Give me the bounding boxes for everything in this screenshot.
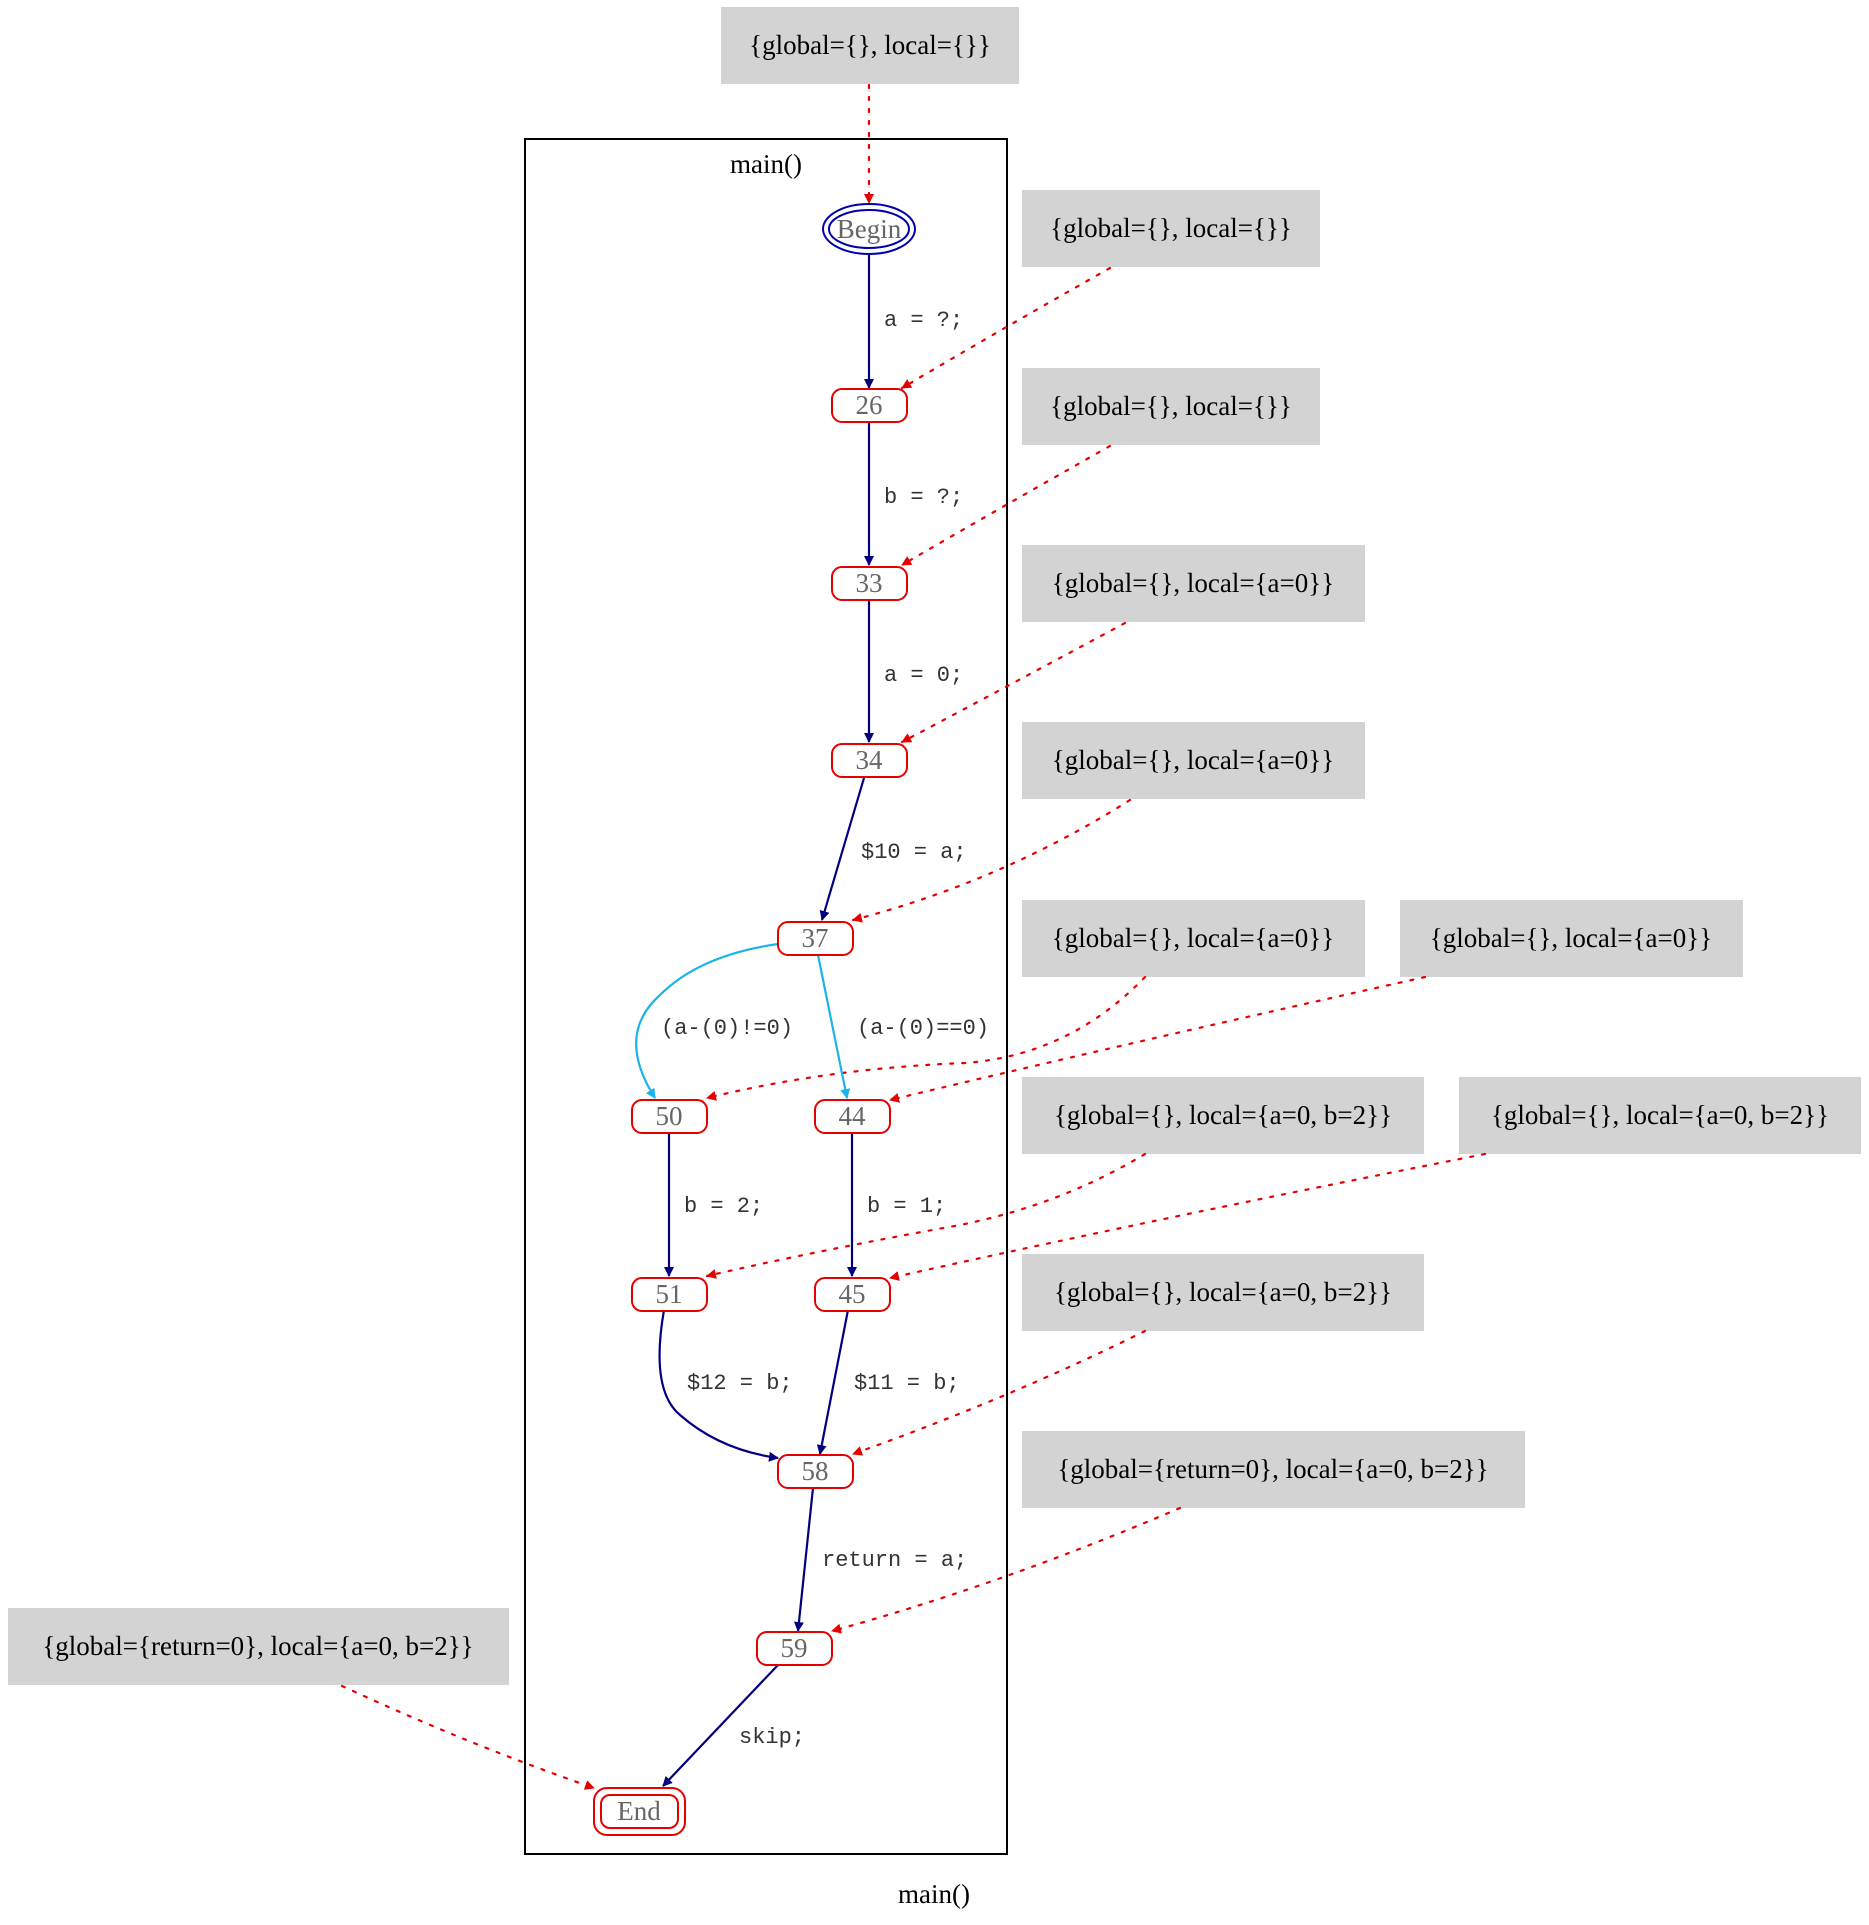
node-45: 45 [814,1277,891,1312]
node-58-label: 58 [802,1456,829,1486]
state-50: {global={}, local={a=0}} [1022,900,1365,977]
state-45: {global={}, local={a=0, b=2}} [1459,1077,1861,1154]
node-begin-label: Begin [837,214,902,244]
node-58: 58 [777,1454,854,1489]
state-44-label: {global={}, local={a=0}} [1430,923,1712,953]
state-link-37 [851,798,1132,923]
state-59-label: {global={return=0}, local={a=0, b=2}} [1057,1454,1488,1484]
edge-label-58-59: return = a; [822,1548,967,1573]
edge-51-58 [658,1309,779,1462]
node-51-label: 51 [656,1279,683,1309]
state-link-58 [851,1329,1147,1456]
node-44: 44 [814,1099,891,1134]
edge-59-end [662,1664,779,1787]
edge-58-59 [793,1487,815,1632]
state-end-label: {global={return=0}, local={a=0, b=2}} [42,1631,473,1661]
node-begin: Begin [822,203,916,255]
state-link-33 [900,444,1112,567]
edge-label-37-44: (a-(0)==0) [857,1016,989,1041]
node-37: 37 [777,921,854,956]
node-45-label: 45 [839,1279,866,1309]
node-50-label: 50 [656,1101,683,1131]
edge-label-45-58: $11 = b; [854,1371,960,1396]
edge-label-51-58: $12 = b; [687,1371,793,1396]
edge-label-34-37: $10 = a; [861,840,967,865]
state-26-label: {global={}, local={}} [1050,213,1292,243]
edge-34-37 [819,777,866,921]
state-34-label: {global={}, local={a=0}} [1052,568,1334,598]
state-34: {global={}, local={a=0}} [1022,545,1365,622]
state-link-26 [900,266,1112,390]
state-51-label: {global={}, local={a=0, b=2}} [1054,1100,1392,1130]
state-link-50 [705,975,1147,1101]
cluster-label: main() [730,149,802,179]
state-58: {global={}, local={a=0, b=2}} [1022,1254,1424,1331]
node-50: 50 [631,1099,708,1134]
node-33: 33 [831,566,908,601]
node-59: 59 [756,1631,833,1666]
state-link-end [340,1684,596,1790]
node-34-label: 34 [856,745,884,775]
edge-label-44-45: b = 1; [867,1194,946,1219]
edge-label-59-end: skip; [739,1725,805,1750]
state-33: {global={}, local={}} [1022,368,1320,445]
state-50-label: {global={}, local={a=0}} [1052,923,1334,953]
node-59-label: 59 [781,1633,808,1663]
edge-37-44 [816,954,851,1099]
state-link-51 [705,1152,1147,1279]
state-end: {global={return=0}, local={a=0, b=2}} [8,1608,509,1685]
state-link-44 [888,975,1427,1103]
state-link-59 [830,1506,1182,1634]
node-51: 51 [631,1277,708,1312]
state-45-label: {global={}, local={a=0, b=2}} [1491,1100,1829,1130]
node-33-label: 33 [856,568,883,598]
edge-45-58 [816,1309,850,1455]
node-26: 26 [831,388,908,423]
state-link-45 [888,1152,1487,1281]
graph-title: main() [898,1879,970,1909]
state-51: {global={}, local={a=0, b=2}} [1022,1077,1424,1154]
node-34: 34 [831,743,908,778]
edge-label-26-33: b = ?; [884,485,963,510]
state-59: {global={return=0}, local={a=0, b=2}} [1022,1431,1525,1508]
state-58-label: {global={}, local={a=0, b=2}} [1054,1277,1392,1307]
state-44: {global={}, local={a=0}} [1400,900,1743,977]
edge-label-50-51: b = 2; [684,1194,763,1219]
cluster-main [524,138,1008,1855]
state-37-label: {global={}, local={a=0}} [1052,745,1334,775]
state-37: {global={}, local={a=0}} [1022,722,1365,799]
edge-label-37-50: (a-(0)!=0) [661,1016,793,1041]
state-begin-label: {global={}, local={}} [749,30,991,60]
edge-label-33-34: a = 0; [884,663,963,688]
edge-label-begin-26: a = ?; [884,308,963,333]
edge-37-50 [635,942,779,1099]
node-37-label: 37 [802,923,829,953]
node-end-label: End [617,1796,661,1826]
state-33-label: {global={}, local={}} [1050,391,1292,421]
node-end: End [593,1787,686,1836]
node-44-label: 44 [839,1101,867,1131]
state-26: {global={}, local={}} [1022,190,1320,267]
state-begin: {global={}, local={}} [721,7,1019,84]
node-26-label: 26 [856,390,883,420]
